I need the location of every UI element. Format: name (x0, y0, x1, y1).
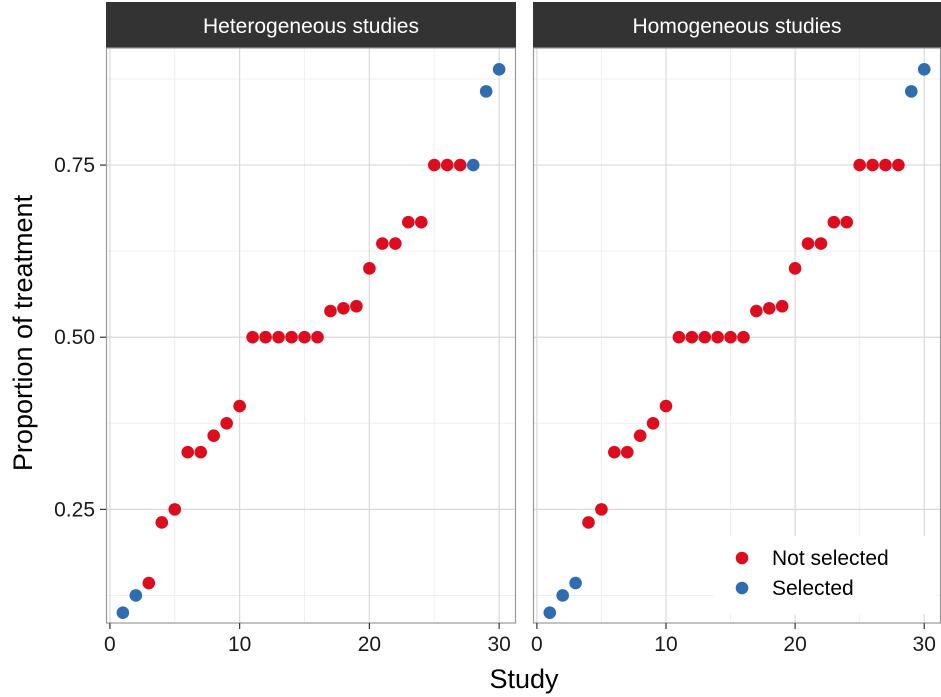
point-selected (905, 85, 918, 98)
point-not-selected (685, 330, 699, 344)
panel-title: Homogeneous studies (633, 15, 842, 38)
point-not-selected (633, 429, 647, 442)
point-not-selected (285, 330, 298, 344)
panel-border (105, 47, 517, 624)
point-not-selected (608, 445, 621, 459)
legend-key-not-selected (735, 551, 749, 565)
point-not-selected (659, 399, 673, 413)
point-not-selected (142, 576, 156, 590)
point-not-selected (762, 301, 776, 315)
point-selected (569, 576, 582, 590)
point-not-selected (711, 330, 724, 344)
x-axis-title: Study (489, 664, 559, 694)
panel-heterogeneous: Heterogeneous studies 0 10 20 30 (104, 2, 517, 656)
y-axis: 0.25 0.50 0.75 (54, 154, 106, 521)
point-not-selected (363, 262, 376, 275)
panel-homogeneous: Homogeneous studies 0 10 20 30 (531, 2, 941, 656)
point-not-selected (272, 330, 285, 344)
point-not-selected (646, 416, 660, 430)
point-selected (466, 158, 480, 172)
x-tick-label: 0 (531, 633, 543, 656)
strip-background (106, 2, 516, 48)
point-not-selected (376, 237, 389, 250)
point-not-selected (440, 158, 454, 172)
y-tick-label: 0.75 (54, 154, 95, 177)
point-not-selected (311, 330, 324, 344)
y-tick-label: 0.25 (54, 498, 95, 521)
point-not-selected (427, 158, 441, 172)
point-not-selected (595, 503, 608, 516)
legend-label: Not selected (772, 547, 889, 570)
point-not-selected (298, 330, 311, 344)
point-not-selected (181, 445, 195, 459)
point-not-selected (788, 262, 802, 275)
point-not-selected (620, 445, 634, 459)
point-not-selected (672, 330, 686, 344)
point-not-selected (582, 516, 595, 529)
x-tick-label: 10 (228, 633, 251, 656)
legend-background (714, 536, 936, 614)
point-not-selected (801, 237, 815, 250)
point-not-selected (840, 215, 854, 229)
panel-title: Heterogeneous studies (203, 15, 419, 38)
x-tick-label: 0 (104, 633, 116, 656)
legend-key-selected (735, 581, 749, 595)
point-not-selected (194, 445, 208, 459)
point-not-selected (350, 299, 363, 313)
x-tick-label: 10 (654, 633, 677, 656)
x-tick-label: 30 (487, 633, 510, 656)
point-not-selected (827, 215, 841, 229)
point-not-selected (233, 399, 246, 413)
point-not-selected (324, 304, 337, 318)
point-not-selected (750, 304, 763, 318)
point-selected (479, 85, 493, 98)
point-not-selected (698, 330, 712, 344)
point-not-selected (246, 330, 259, 344)
legend-label: Selected (772, 577, 854, 600)
point-not-selected (814, 237, 828, 250)
x-tick-label: 20 (783, 633, 806, 656)
point-not-selected (402, 215, 415, 229)
x-tick-label: 20 (358, 633, 381, 656)
point-not-selected (155, 516, 169, 529)
point-not-selected (724, 330, 737, 344)
strip-background (533, 2, 941, 48)
point-not-selected (259, 330, 272, 344)
point-selected (129, 589, 143, 602)
point-not-selected (853, 158, 866, 172)
y-tick-label: 0.50 (54, 326, 95, 349)
y-axis-title: Proportion of treatment (8, 194, 38, 471)
point-not-selected (389, 237, 402, 250)
point-selected (116, 606, 130, 619)
point-not-selected (453, 158, 467, 172)
point-selected (556, 589, 569, 602)
point-not-selected (207, 429, 220, 442)
point-not-selected (414, 215, 428, 229)
point-selected (917, 63, 931, 76)
point-not-selected (866, 158, 879, 172)
point-not-selected (775, 299, 789, 313)
point-not-selected (220, 416, 233, 430)
point-not-selected (737, 330, 750, 344)
point-not-selected (168, 503, 182, 516)
x-tick-label: 30 (913, 633, 936, 656)
point-not-selected (879, 158, 892, 172)
point-selected (543, 606, 557, 619)
point-selected (492, 63, 506, 76)
point-not-selected (337, 301, 350, 315)
point-not-selected (892, 158, 905, 172)
legend: Not selected Selected (714, 536, 936, 614)
